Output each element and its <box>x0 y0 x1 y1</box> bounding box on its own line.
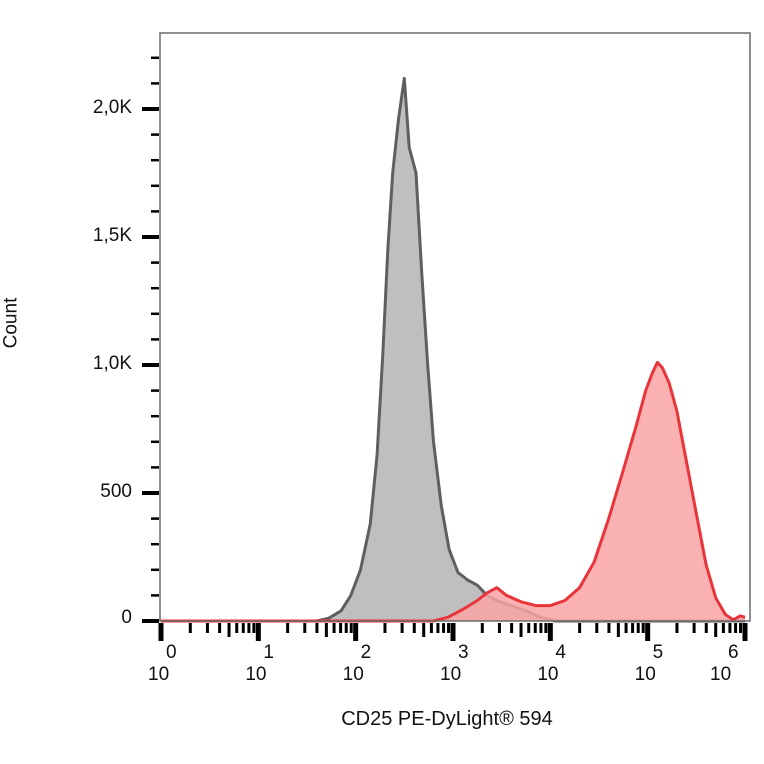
series-layer <box>161 76 746 623</box>
y-tick-label: 0 <box>121 607 132 628</box>
y-axis-ticks <box>142 56 159 623</box>
x-axis-label: CD25 PE-DyLight® 594 <box>341 708 553 730</box>
x-tick-label: 10 4 <box>537 642 566 685</box>
series-fill-1 <box>161 362 745 621</box>
y-tick-label: 1,5K <box>92 225 132 246</box>
x-tick-label: 10 5 <box>634 642 664 685</box>
y-axis-label: Count <box>0 297 22 349</box>
plot-frame <box>159 32 751 622</box>
x-tick-label: 10 3 <box>440 642 469 685</box>
x-tick-label: 10 6 <box>710 642 739 685</box>
x-tick-label: 10 2 <box>342 642 372 685</box>
x-tick-label: 10 0 <box>148 642 177 685</box>
y-tick-label: 2,0K <box>92 97 132 118</box>
x-axis-ticks <box>158 623 748 641</box>
y-tick-label: 1,0K <box>92 353 132 374</box>
series-line-1 <box>161 360 746 623</box>
x-tick-label: 10 1 <box>245 642 274 685</box>
y-tick-label: 500 <box>100 481 132 502</box>
